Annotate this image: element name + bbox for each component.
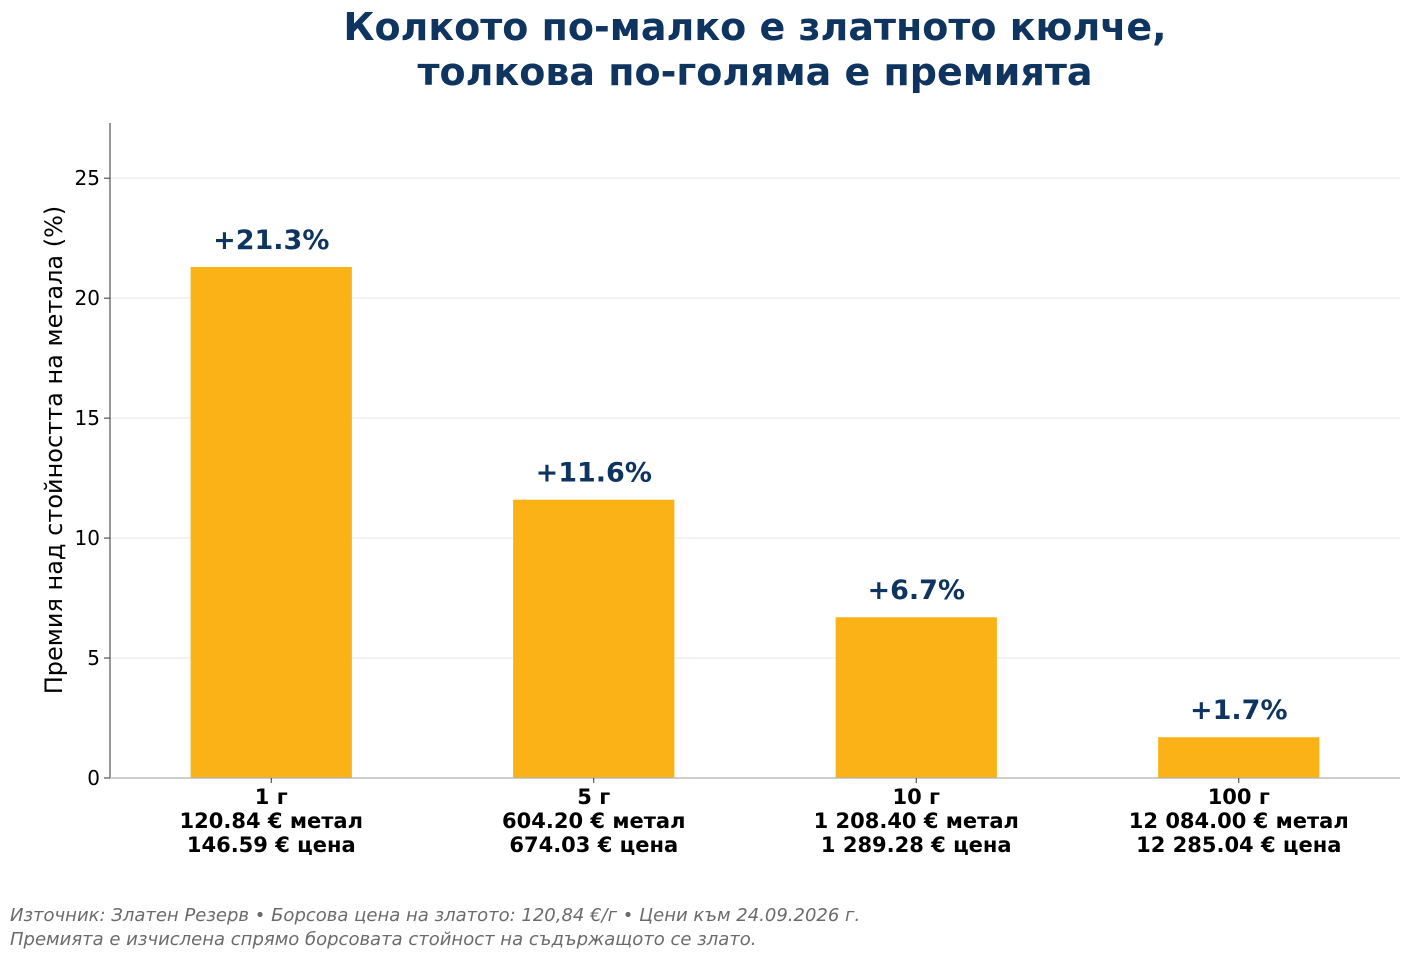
bar <box>1158 737 1320 778</box>
data-labels: +21.3% +11.6% +6.7% +1.7% <box>213 225 1287 726</box>
x-category-label: 1 289.28 € цена <box>821 833 1012 857</box>
data-label: +1.7% <box>1190 695 1288 726</box>
y-tick-label: 10 <box>75 526 100 550</box>
source-note: Източник: Златен Резерв • Борсова цена н… <box>10 905 861 926</box>
y-ticks: 0 5 10 15 20 25 <box>75 166 110 790</box>
y-tick-label: 5 <box>87 646 100 670</box>
y-tick-label: 25 <box>75 166 100 190</box>
x-category-label: 604.20 € метал <box>502 809 685 833</box>
x-category-label: 12 285.04 € цена <box>1136 833 1341 857</box>
axes <box>109 123 1400 779</box>
x-category-label: 12 084.00 € метал <box>1129 809 1349 833</box>
bar <box>835 617 997 778</box>
data-label: +6.7% <box>867 575 965 606</box>
x-category-label: 120.84 € метал <box>180 809 363 833</box>
bar <box>190 266 352 778</box>
y-tick-label: 0 <box>87 766 100 790</box>
y-axis-label: Премия над стойността на метала (%) <box>40 206 68 695</box>
data-label: +11.6% <box>536 458 652 489</box>
method-note: Премията е изчислена спрямо борсовата ст… <box>10 929 757 950</box>
data-label: +21.3% <box>213 225 329 256</box>
y-tick-label: 20 <box>75 286 100 310</box>
x-category-label: 5 г <box>577 785 610 809</box>
y-tick-label: 15 <box>75 406 100 430</box>
x-category-label: 146.59 € цена <box>187 833 356 857</box>
x-category-label: 10 г <box>892 785 940 809</box>
premium-bar-chart: Колкото по-малко е златното кюлче, толко… <box>40 5 1400 857</box>
bar <box>513 499 675 778</box>
chart-title-line-2: толкова по-голяма е премията <box>417 50 1092 94</box>
chart-title-line-1: Колкото по-малко е златното кюлче, <box>343 5 1166 49</box>
x-category-label: 674.03 € цена <box>509 833 678 857</box>
bars <box>190 266 1320 778</box>
x-category-label: 100 г <box>1208 785 1270 809</box>
x-category-label: 1 208.40 € метал <box>814 809 1019 833</box>
x-category-label: 1 г <box>255 785 288 809</box>
